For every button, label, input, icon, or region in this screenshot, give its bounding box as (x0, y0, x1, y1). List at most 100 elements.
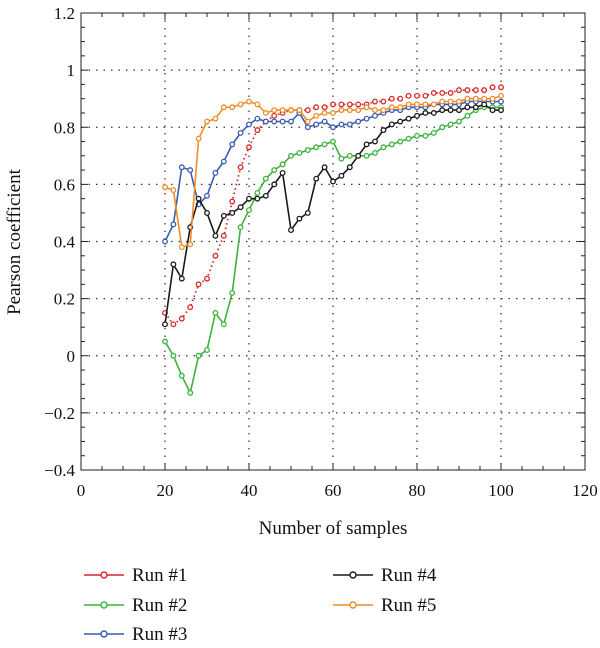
x-tick-label: 100 (488, 481, 514, 500)
data-point (271, 181, 278, 188)
data-point (355, 152, 362, 159)
legend-marker (349, 601, 357, 609)
x-axis-label: Number of samples (259, 518, 408, 539)
data-point (237, 224, 244, 231)
grid-layer (81, 13, 585, 470)
data-point (447, 107, 454, 114)
data-point (405, 92, 412, 99)
data-point (397, 104, 404, 111)
legend-label: Run #5 (381, 595, 436, 616)
data-point (262, 192, 269, 199)
data-point (330, 124, 336, 131)
data-point (246, 121, 252, 128)
x-tick-label: 120 (572, 481, 598, 500)
data-point (162, 338, 168, 345)
data-point (481, 101, 488, 108)
data-point (447, 121, 454, 128)
data-point (422, 92, 429, 99)
data-point (380, 127, 387, 134)
data-point (346, 101, 353, 108)
data-point (178, 372, 185, 379)
data-point (288, 152, 294, 159)
legend-item-run-4: Run #4 (333, 565, 437, 586)
data-point (439, 107, 446, 114)
data-point (313, 144, 320, 151)
data-point (220, 212, 227, 219)
data-point (321, 141, 328, 148)
data-point (170, 261, 177, 268)
data-point (363, 152, 370, 159)
data-point (204, 209, 210, 216)
x-tick-label: 80 (409, 481, 426, 500)
data-point (271, 118, 278, 125)
data-point (338, 172, 345, 179)
data-point (187, 304, 194, 311)
data-point (330, 178, 336, 185)
data-point (330, 110, 336, 116)
data-point (246, 98, 252, 105)
data-point (254, 189, 261, 196)
data-point (346, 152, 353, 159)
data-point (237, 164, 244, 171)
data-point (279, 161, 286, 168)
data-point (212, 232, 219, 239)
data-point (170, 352, 177, 359)
data-point (304, 118, 311, 125)
data-point (472, 104, 479, 111)
data-point (262, 175, 269, 182)
legend-label: Run #1 (132, 565, 187, 586)
data-point (346, 107, 353, 114)
data-point (464, 87, 471, 94)
data-point (212, 309, 219, 316)
data-point (414, 132, 420, 139)
data-point (481, 95, 488, 102)
data-point (195, 195, 202, 202)
data-point (271, 167, 278, 174)
data-point (204, 275, 210, 282)
data-point (296, 215, 303, 222)
data-point (220, 232, 227, 239)
data-point (262, 118, 269, 125)
data-point (414, 112, 420, 119)
data-point (456, 98, 462, 105)
data-point (439, 90, 446, 96)
data-point (271, 112, 278, 119)
data-point (304, 107, 311, 114)
data-point (187, 167, 194, 174)
data-point (481, 87, 488, 94)
y-tick-label: 0.4 (54, 233, 76, 252)
data-point (304, 147, 311, 154)
data-point (464, 95, 471, 102)
data-point (321, 118, 328, 125)
data-point (304, 209, 311, 216)
data-point (380, 107, 387, 114)
data-point (204, 192, 210, 199)
data-point (229, 289, 236, 296)
data-point (405, 101, 412, 108)
legend-marker (100, 601, 108, 609)
series-1 (162, 84, 504, 328)
data-point (170, 321, 177, 328)
y-tick-label: 0.8 (54, 118, 75, 137)
legend-item-run-1: Run #1 (84, 565, 187, 586)
data-point (372, 112, 378, 119)
data-point (279, 169, 286, 176)
x-tick-label: 40 (241, 481, 258, 500)
data-point (321, 104, 328, 111)
data-point (355, 101, 362, 108)
y-axis-label: Pearson coefficient (4, 168, 25, 315)
data-point (498, 98, 504, 105)
data-point (439, 124, 446, 131)
data-point (372, 107, 378, 114)
data-point (363, 141, 370, 148)
data-point (313, 104, 320, 111)
data-point (288, 227, 294, 234)
data-point (321, 110, 328, 116)
data-point (363, 115, 370, 122)
data-point (237, 204, 244, 211)
legend-layer: Run #1 Run #2 Run #3 Run #4 Run #5 (84, 565, 437, 645)
legend-label: Run #2 (132, 595, 187, 616)
data-point (330, 138, 336, 145)
data-point (162, 184, 168, 191)
